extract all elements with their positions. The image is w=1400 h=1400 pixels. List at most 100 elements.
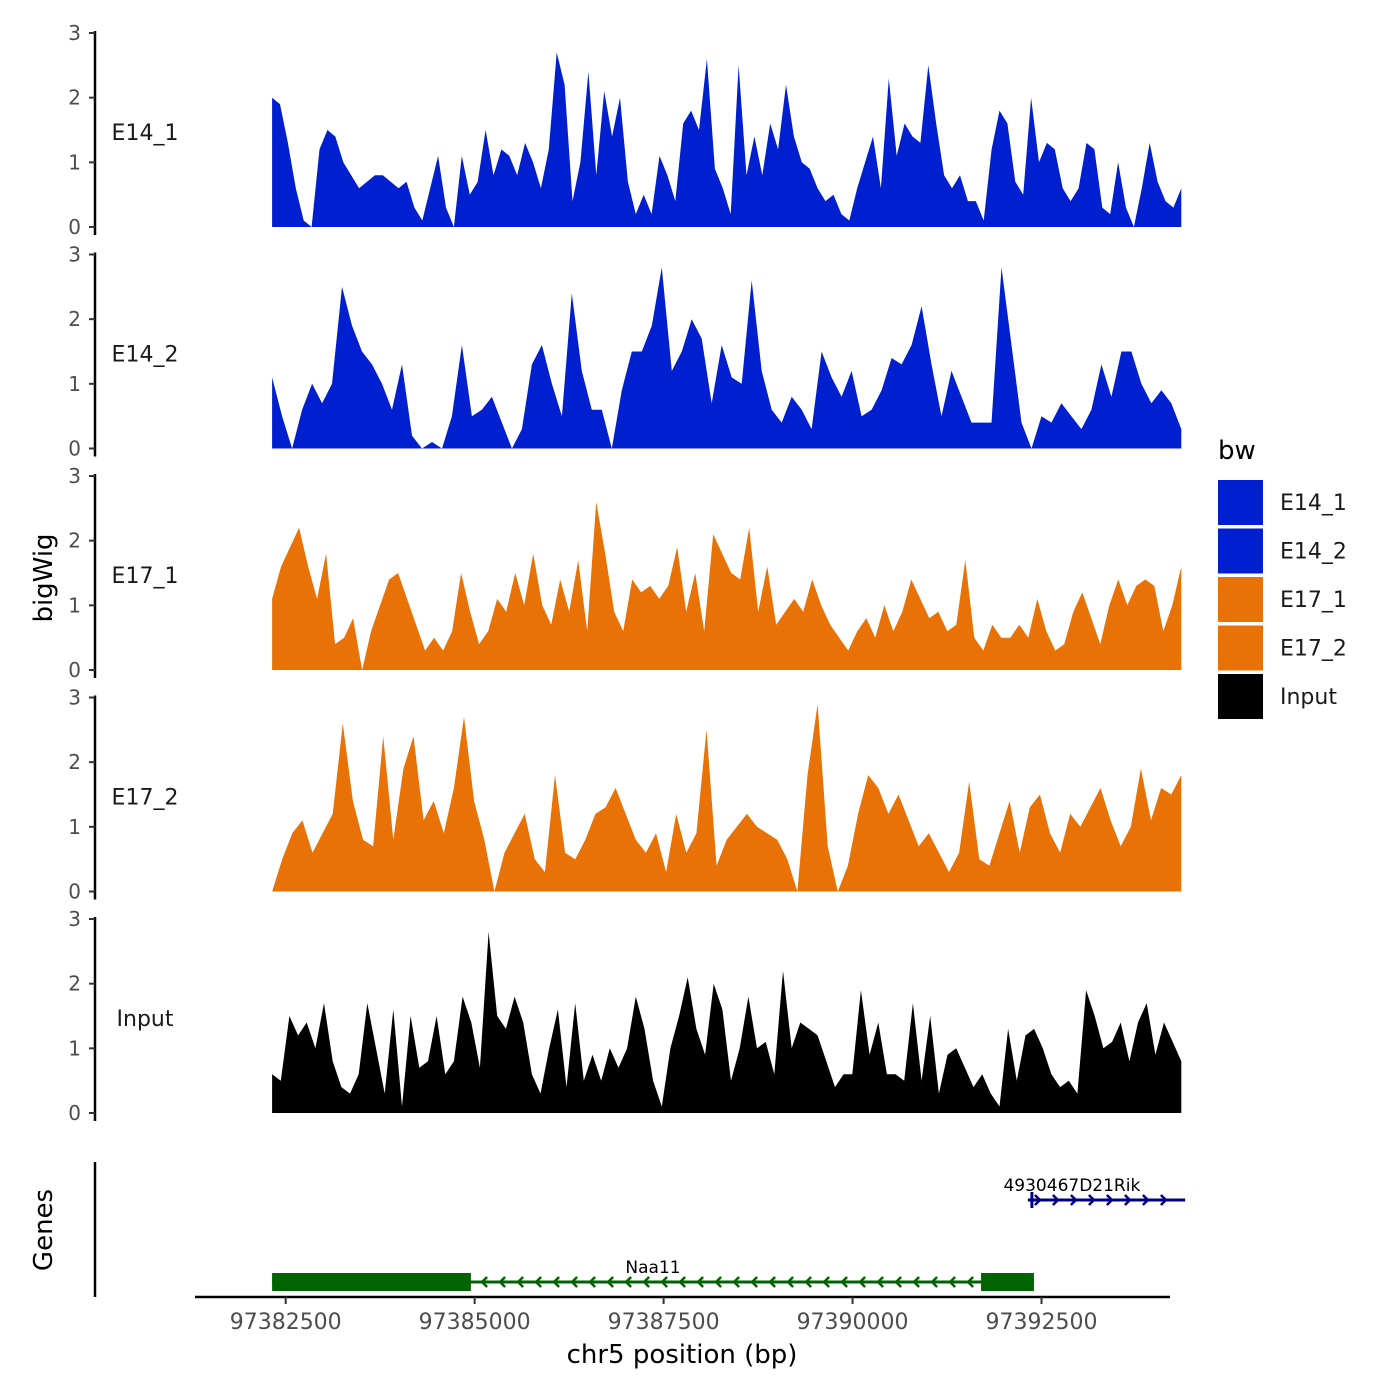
y-tick-label: 1 (68, 150, 81, 174)
legend-swatch (1218, 528, 1263, 574)
y-tick-label: 3 (68, 907, 81, 931)
y-tick-label: 0 (68, 215, 81, 239)
legend-swatch (1218, 674, 1263, 719)
x-tick-label: 97382500 (230, 1310, 342, 1335)
legend-item-input: Input (1218, 674, 1337, 719)
y-tick-label: 3 (68, 21, 81, 45)
x-axis: 97382500 97385000 97387500 97390000 97392500 (195, 1295, 1170, 1335)
track-e17-2: 0 1 2 3 E17_2 (68, 686, 1182, 904)
strand-chevron (552, 1276, 560, 1288)
y-tick-label: 1 (68, 815, 81, 839)
legend-label: E14_2 (1280, 540, 1347, 565)
strand-chevron (696, 1276, 704, 1288)
x-tick-label: 97387500 (608, 1310, 720, 1335)
strand-chevron (1160, 1194, 1168, 1206)
x-tick-label: 97390000 (797, 1310, 909, 1335)
strand-chevron (606, 1276, 614, 1288)
strand-chevron (588, 1276, 596, 1288)
gene-4930467d21rik: 4930467D21Rik (1003, 1176, 1186, 1208)
legend-item-e14-1: E14_1 (1218, 480, 1347, 525)
signal-area-e14-2 (272, 267, 1182, 449)
signal-area-e14-1 (272, 52, 1182, 228)
gene-label-4930467d21rik: 4930467D21Rik (1003, 1176, 1140, 1196)
legend-item-e17-1: E17_1 (1218, 577, 1347, 622)
legend-label: Input (1280, 685, 1337, 710)
track-label-input: Input (117, 1007, 174, 1032)
track-e14-2: 0 1 2 3 E14_2 (68, 243, 1182, 461)
gene-track: Naa11 4930467D21Rik (93, 1162, 1186, 1297)
strand-chevron (714, 1276, 722, 1288)
legend-label: E17_2 (1280, 637, 1347, 662)
y-tick-label: 2 (68, 86, 81, 110)
track-e17-1: 0 1 2 3 E17_1 (68, 464, 1182, 682)
strand-chevron (786, 1276, 794, 1288)
strand-chevron (750, 1276, 758, 1288)
strand-chevron (894, 1276, 902, 1288)
strand-chevron (1106, 1194, 1114, 1206)
strand-chevron (570, 1276, 578, 1288)
y-tick-label: 2 (68, 972, 81, 996)
strand-chevron (1070, 1194, 1078, 1206)
gene-axis-title: Genes (29, 1189, 59, 1271)
y-tick-label: 1 (68, 1036, 81, 1060)
track-label-e14-2: E14_2 (112, 343, 179, 368)
gene-label-naa11: Naa11 (625, 1258, 680, 1278)
strand-chevron (516, 1276, 524, 1288)
strand-chevron (822, 1276, 830, 1288)
strand-chevron (912, 1276, 920, 1288)
exon-block (272, 1273, 471, 1291)
strand-chevron (1034, 1194, 1042, 1206)
y-tick-label: 3 (68, 243, 81, 267)
legend-label: E14_1 (1280, 491, 1347, 516)
strand-chevron (930, 1276, 938, 1288)
strand-chevron (534, 1276, 542, 1288)
track-input: 0 1 2 3 Input (68, 907, 1182, 1125)
legend-swatch (1218, 577, 1263, 622)
x-tick-label: 97392500 (986, 1310, 1098, 1335)
strand-chevron (642, 1276, 650, 1288)
legend-swatch (1218, 480, 1263, 525)
y-tick-label: 3 (68, 686, 81, 710)
strand-chevron (804, 1276, 812, 1288)
track-e14-1: 0 1 2 3 E14_1 (68, 21, 1182, 239)
strand-chevron (1088, 1194, 1096, 1206)
y-tick-label: 2 (68, 307, 81, 331)
y-tick-label: 0 (68, 658, 81, 682)
strand-chevron (840, 1276, 848, 1288)
track-label-e17-2: E17_2 (112, 786, 179, 811)
strand-chevron (966, 1276, 974, 1288)
legend-swatch (1218, 625, 1263, 671)
strand-chevron (498, 1276, 506, 1288)
strand-chevron (480, 1276, 488, 1288)
legend-title: bw (1218, 436, 1256, 466)
y-tick-label: 0 (68, 437, 81, 461)
y-tick-label: 3 (68, 464, 81, 488)
strand-chevron (1142, 1194, 1150, 1206)
signal-area-e17-2 (272, 704, 1182, 892)
strand-chevron (858, 1276, 866, 1288)
strand-chevron (732, 1276, 740, 1288)
legend-label: E17_1 (1280, 588, 1347, 613)
y-tick-label: 2 (68, 750, 81, 774)
strand-chevron (1052, 1194, 1060, 1206)
strand-chevron (1124, 1194, 1132, 1206)
exon-block (981, 1273, 1034, 1291)
y-tick-label: 0 (68, 880, 81, 904)
legend: bw E14_1 E14_2 E17_1 E17_2 Input (1218, 436, 1347, 719)
strand-chevron (660, 1276, 668, 1288)
y-tick-label: 1 (68, 372, 81, 396)
y-tick-label: 1 (68, 593, 81, 617)
legend-item-e14-2: E14_2 (1218, 528, 1347, 574)
strand-chevron (876, 1276, 884, 1288)
gene-naa11: Naa11 (272, 1258, 1034, 1291)
x-axis-title: chr5 position (bp) (567, 1340, 798, 1370)
strand-chevron (948, 1276, 956, 1288)
y-axis-title: bigWig (29, 533, 59, 622)
x-tick-label: 97385000 (419, 1310, 531, 1335)
signal-area-input (272, 931, 1182, 1113)
strand-chevron (624, 1276, 632, 1288)
y-tick-label: 0 (68, 1101, 81, 1125)
strand-chevron (768, 1276, 776, 1288)
track-label-e17-1: E17_1 (112, 564, 179, 589)
